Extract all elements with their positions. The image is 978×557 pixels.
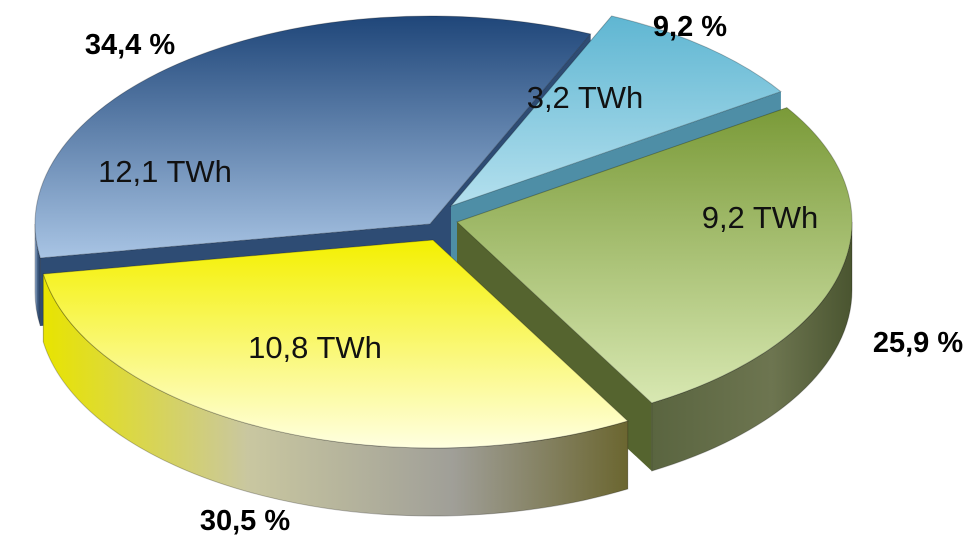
slice-value-label: 10,8 TWh xyxy=(248,330,382,365)
slice-percent-label: 30,5 % xyxy=(200,505,290,537)
slice-percent-label: 34,4 % xyxy=(85,29,175,61)
pie-slice-4-top xyxy=(34,15,592,259)
slice-percent-label: 25,9 % xyxy=(873,327,963,359)
pie-slice-2-top xyxy=(456,107,853,404)
pie-slice-3-top xyxy=(42,239,629,449)
pie-slice-3 xyxy=(42,239,629,517)
pie-slice-1-top xyxy=(449,15,782,208)
slice-percent-label: 9,2 % xyxy=(653,11,727,43)
slice-value-label: 12,1 TWh xyxy=(98,154,232,189)
slice-value-label: 3,2 TWh xyxy=(527,80,644,115)
slice-value-label: 9,2 TWh xyxy=(702,200,819,235)
